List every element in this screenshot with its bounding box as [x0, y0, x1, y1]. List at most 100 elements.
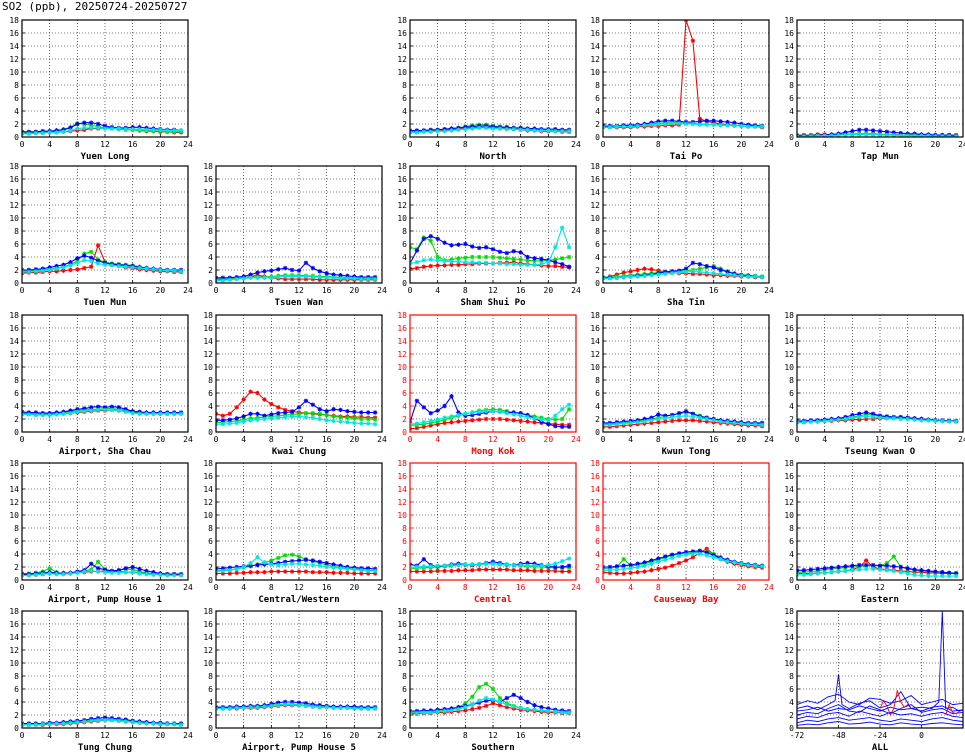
- data-point: [483, 698, 489, 703]
- data-point: [144, 721, 149, 726]
- data-point: [317, 705, 322, 710]
- data-point: [553, 568, 558, 574]
- y-tick-label: 10: [590, 363, 600, 372]
- data-point: [656, 272, 661, 277]
- data-point: [463, 568, 468, 573]
- data-point: [649, 122, 654, 127]
- data-point: [449, 259, 454, 264]
- data-point: [559, 424, 565, 429]
- data-point: [178, 573, 184, 578]
- x-tick-label: 16: [322, 731, 332, 740]
- data-point: [759, 124, 765, 129]
- data-point: [697, 415, 703, 420]
- x-tick-label: 4: [241, 286, 246, 295]
- y-tick-label: 8: [402, 81, 407, 90]
- y-tick-label: 18: [397, 162, 407, 171]
- data-point: [428, 564, 433, 569]
- data-point: [248, 570, 253, 575]
- x-tick-label: 20: [350, 731, 360, 740]
- data-point: [711, 265, 716, 270]
- data-point: [276, 267, 281, 272]
- data-point: [130, 719, 135, 725]
- data-point: [919, 418, 924, 423]
- data-point: [718, 119, 723, 124]
- series-line: [797, 411, 957, 422]
- data-point: [870, 562, 876, 568]
- data-point: [621, 270, 626, 275]
- data-point: [546, 562, 551, 568]
- data-point: [739, 273, 744, 279]
- y-tick-label: 10: [203, 511, 213, 520]
- data-point: [289, 699, 295, 705]
- data-point: [940, 573, 945, 579]
- data-point: [642, 273, 647, 279]
- x-tick-label: 12: [488, 583, 498, 592]
- data-point: [227, 411, 233, 416]
- data-point: [752, 563, 758, 568]
- y-tick-label: 0: [208, 724, 213, 733]
- x-tick-label: 0: [408, 435, 413, 444]
- x-tick-label: 20: [931, 435, 941, 444]
- data-point: [421, 710, 427, 715]
- data-point: [518, 413, 523, 418]
- data-point: [365, 276, 371, 282]
- data-point: [324, 409, 329, 414]
- data-point: [116, 405, 122, 410]
- data-point: [566, 407, 572, 412]
- data-point: [704, 263, 709, 269]
- data-point: [497, 695, 503, 701]
- y-tick-label: 0: [208, 279, 213, 288]
- data-point: [476, 245, 482, 251]
- data-point: [269, 412, 274, 417]
- y-tick-label: 6: [208, 537, 213, 546]
- data-point: [324, 275, 329, 280]
- data-point: [220, 418, 226, 423]
- x-tick-label: 20: [156, 286, 166, 295]
- y-tick-label: 10: [9, 511, 19, 520]
- data-point: [82, 406, 87, 411]
- data-point: [490, 697, 496, 702]
- data-point: [690, 549, 696, 554]
- y-tick-label: 12: [203, 646, 213, 655]
- data-point: [718, 419, 723, 424]
- data-point: [317, 277, 322, 282]
- data-point: [47, 566, 52, 571]
- data-point: [490, 126, 496, 131]
- data-point: [109, 126, 115, 131]
- data-point: [690, 260, 696, 266]
- data-point: [68, 410, 73, 416]
- data-point: [26, 412, 32, 417]
- data-point: [891, 564, 897, 569]
- data-point: [718, 557, 723, 562]
- data-point: [697, 116, 703, 121]
- x-tick-label: 16: [516, 435, 526, 444]
- y-tick-label: 0: [14, 133, 19, 142]
- data-point: [843, 130, 848, 135]
- data-point: [296, 268, 302, 273]
- data-point: [476, 125, 482, 131]
- data-point: [352, 416, 357, 421]
- y-tick-label: 4: [595, 253, 600, 262]
- x-tick-label: 8: [75, 435, 80, 444]
- data-point: [532, 416, 537, 421]
- panel-all: 0 2 4 6 8 10 12 14 16 18 -72 -48 -24 0 ALL: [784, 607, 964, 753]
- x-tick-label: 0: [408, 140, 413, 149]
- y-tick-label: 14: [203, 485, 213, 494]
- y-tick-label: 2: [595, 415, 600, 424]
- x-tick-label: 12: [100, 583, 110, 592]
- data-point: [635, 570, 640, 575]
- y-tick-label: 14: [397, 42, 407, 51]
- data-point: [822, 133, 827, 137]
- data-point: [137, 127, 142, 132]
- data-point: [345, 566, 350, 572]
- x-tick-label: 12: [875, 583, 885, 592]
- data-point: [372, 417, 378, 422]
- data-point: [532, 703, 537, 708]
- series-line: [797, 721, 963, 726]
- y-tick-label: 2: [208, 415, 213, 424]
- data-point: [940, 418, 945, 424]
- data-point: [88, 123, 94, 128]
- x-tick-label: 12: [294, 731, 304, 740]
- data-point: [372, 410, 378, 415]
